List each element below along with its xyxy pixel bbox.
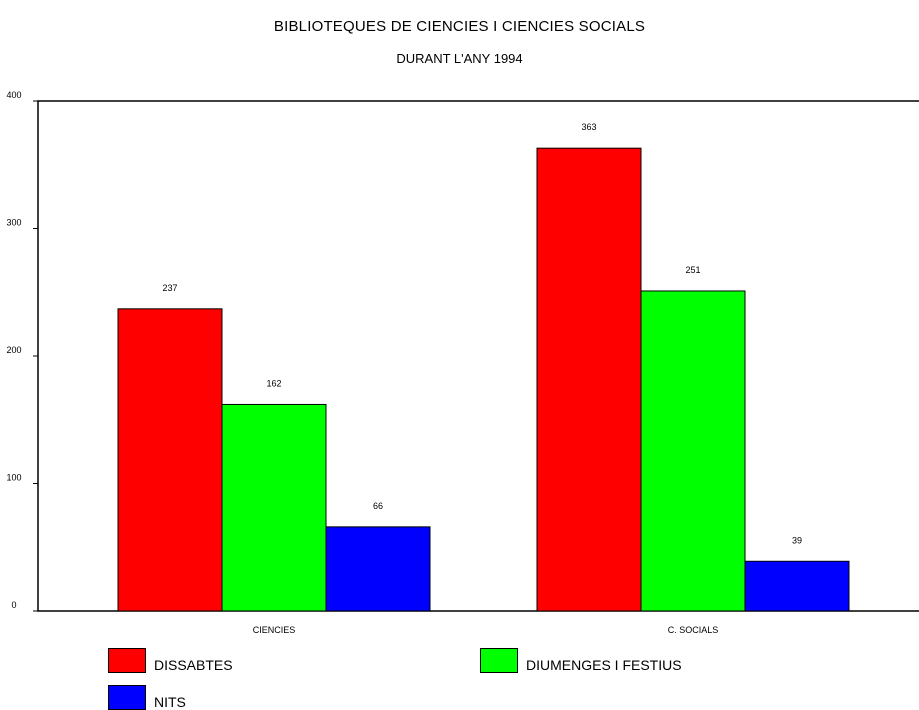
legend-item-dissabtes: DISSABTES — [108, 647, 233, 673]
bar — [117, 308, 223, 612]
chart-subtitle: DURANT L'ANY 1994 — [396, 51, 523, 66]
y-tick-label: 0 — [11, 600, 16, 610]
bar — [744, 560, 850, 612]
x-tick-label: C. SOCIALS — [668, 625, 719, 635]
bar — [640, 290, 746, 612]
bar — [221, 403, 327, 612]
bar — [536, 147, 642, 612]
y-tick-label: 400 — [6, 90, 21, 100]
bar-data-label: 251 — [685, 265, 700, 275]
bar-data-label: 237 — [162, 283, 177, 293]
x-tick-label: CIENCIES — [253, 625, 296, 635]
bar-data-label: 66 — [373, 501, 383, 511]
y-tick-label: 300 — [6, 218, 21, 228]
legend-swatch-dissabtes — [108, 647, 146, 673]
bar-data-label: 39 — [792, 535, 802, 545]
legend-item-diumenges: DIUMENGES I FESTIUS — [480, 647, 682, 673]
chart-title: BIBLIOTEQUES DE CIENCIES I CIENCIES SOCI… — [273, 18, 646, 35]
bar-data-label: 162 — [266, 378, 281, 388]
y-tick-label: 200 — [6, 345, 21, 355]
legend-label-nits: NITS — [154, 694, 186, 710]
legend-label-diumenges: DIUMENGES I FESTIUS — [526, 657, 682, 673]
legend-item-nits: NITS — [108, 684, 186, 710]
legend-label-dissabtes: DISSABTES — [154, 657, 233, 673]
bar-data-label: 363 — [581, 122, 596, 132]
bar — [325, 526, 431, 612]
legend-swatch-diumenges — [480, 647, 518, 673]
legend-swatch-nits — [108, 684, 146, 710]
y-tick-label: 100 — [6, 473, 21, 483]
